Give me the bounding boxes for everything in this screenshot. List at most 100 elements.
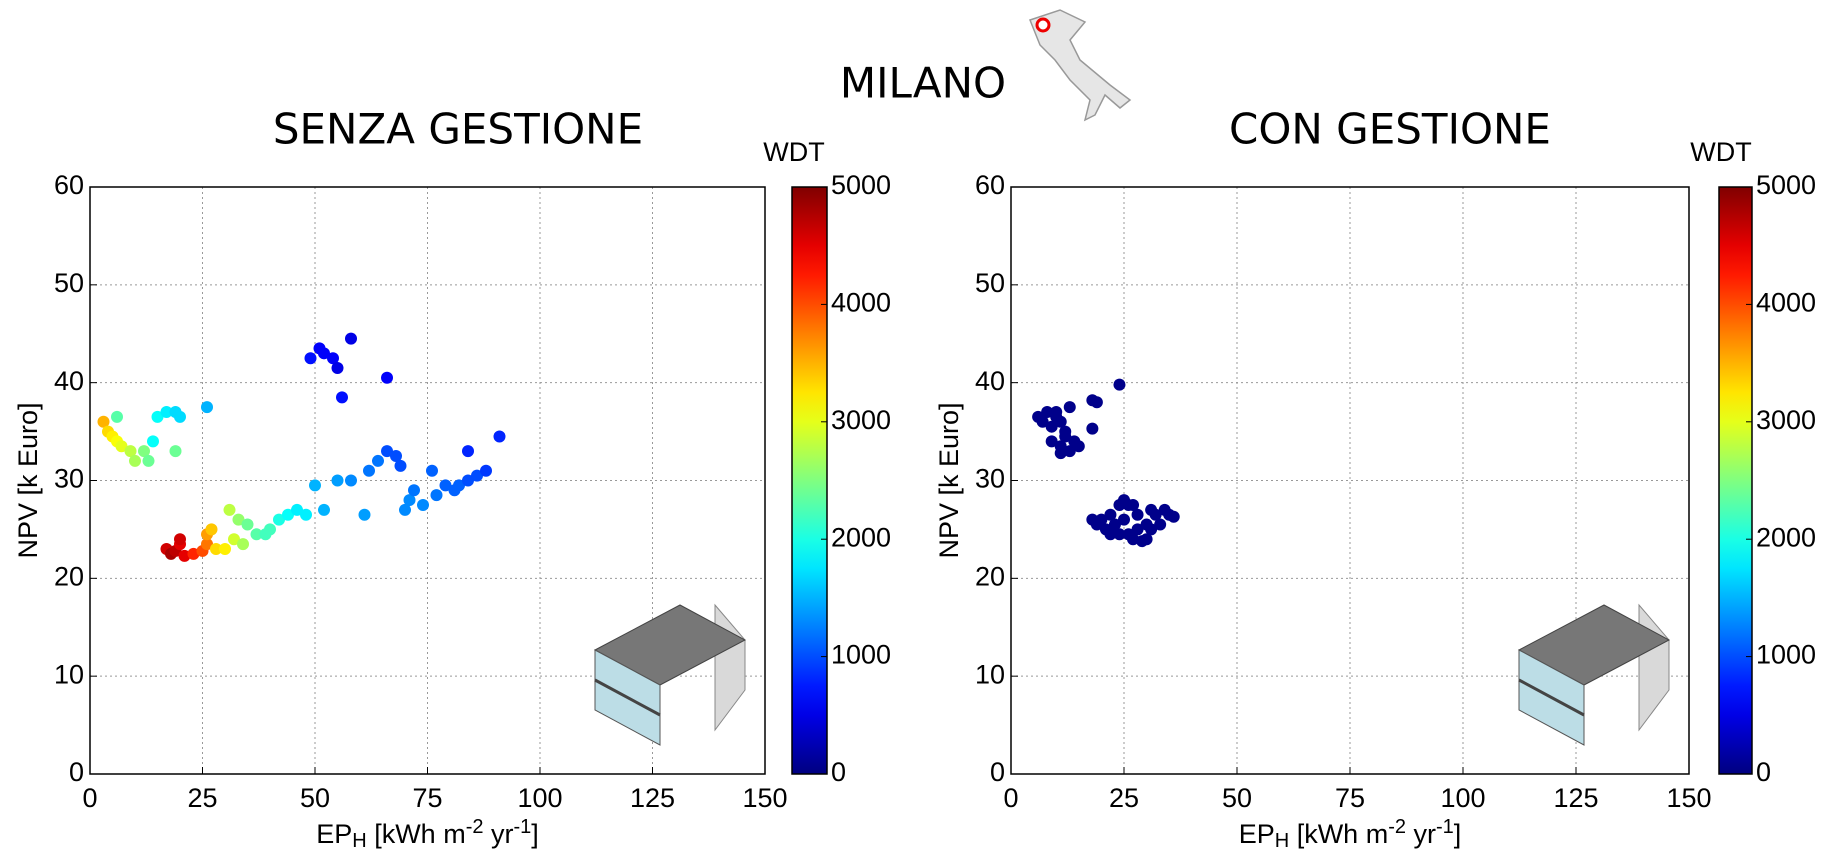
building-side: [1639, 605, 1669, 730]
chart-title: CON GESTIONE: [1229, 105, 1551, 154]
colorbar-tick-label: 0: [1756, 757, 1771, 787]
x-axis-label-part: EP: [316, 819, 352, 849]
point: [431, 489, 443, 501]
x-tick-label: 25: [1109, 783, 1139, 813]
point: [332, 362, 344, 374]
colorbar-tick-label: 1000: [1756, 640, 1816, 670]
point: [318, 504, 330, 516]
point: [336, 391, 348, 403]
point: [1050, 406, 1062, 418]
point: [174, 533, 186, 545]
point: [395, 460, 407, 472]
point: [242, 519, 254, 531]
point: [309, 479, 321, 491]
x-tick-label: 125: [1553, 783, 1598, 813]
x-tick-label: 25: [187, 783, 217, 813]
y-tick-label: 50: [54, 268, 84, 298]
colorbar-tick-label: 2000: [1756, 522, 1816, 552]
point: [1064, 401, 1076, 413]
point: [305, 352, 317, 364]
x-tick-label: 50: [300, 783, 330, 813]
x-axis-label-part: H: [1275, 830, 1289, 852]
point: [1086, 423, 1098, 435]
point: [170, 445, 182, 457]
city-label: MILANO: [840, 59, 1006, 108]
point: [1118, 514, 1130, 526]
chart-title: SENZA GESTIONE: [273, 105, 643, 154]
point: [143, 455, 155, 467]
colorbar-tick-label: 5000: [1756, 170, 1816, 200]
point: [462, 445, 474, 457]
colorbar-tick-label: 3000: [1756, 405, 1816, 435]
x-axis-label-part: -1: [1436, 816, 1454, 838]
point: [363, 465, 375, 477]
point: [408, 484, 420, 496]
colorbar-tick-label: 0: [831, 757, 846, 787]
point: [1073, 440, 1085, 452]
y-tick-label: 20: [54, 561, 84, 591]
colorbar-tick-label: 4000: [831, 288, 891, 318]
colorbar-tick-label: 5000: [831, 170, 891, 200]
point: [1145, 523, 1157, 535]
point: [1104, 528, 1116, 540]
x-axis-label-part: EP: [1239, 819, 1275, 849]
y-axis-label: NPV [k Euro]: [13, 402, 43, 558]
point: [1168, 511, 1180, 523]
point: [345, 475, 357, 487]
x-axis-label: EPH [kWh m-2 yr-1]: [316, 816, 539, 852]
x-axis-label-part: -2: [1388, 816, 1406, 838]
point: [381, 372, 393, 384]
point: [129, 455, 141, 467]
x-axis-label-part: -2: [466, 816, 484, 838]
figure: MILANO SENZA GESTIONE0255075100125150010…: [0, 0, 1831, 865]
colorbar: [1719, 187, 1752, 774]
x-tick-label: 50: [1222, 783, 1252, 813]
point: [1055, 447, 1067, 459]
y-tick-label: 10: [975, 659, 1005, 689]
colorbar-tick-label: 4000: [1756, 288, 1816, 318]
colorbar-label: WDT: [1690, 137, 1751, 167]
y-tick-label: 50: [975, 268, 1005, 298]
x-tick-label: 100: [517, 783, 562, 813]
y-axis-label: NPV [k Euro]: [934, 402, 964, 558]
x-axis-label-part: yr: [1406, 819, 1436, 849]
italy-map-icon: [1030, 10, 1130, 120]
point: [300, 509, 312, 521]
y-tick-label: 20: [975, 561, 1005, 591]
y-tick-label: 40: [975, 366, 1005, 396]
point: [219, 543, 231, 555]
y-tick-label: 60: [54, 170, 84, 200]
y-tick-label: 0: [990, 757, 1005, 787]
x-tick-label: 150: [742, 783, 787, 813]
x-axis-label-part: [kWh m: [367, 819, 466, 849]
colorbar-tick-label: 3000: [831, 405, 891, 435]
point: [111, 411, 123, 423]
point: [201, 401, 213, 413]
point: [264, 523, 276, 535]
y-tick-label: 10: [54, 659, 84, 689]
x-tick-label: 75: [412, 783, 442, 813]
x-axis-label-part: ]: [531, 819, 539, 849]
point: [359, 509, 371, 521]
point: [480, 465, 492, 477]
x-tick-label: 125: [630, 783, 675, 813]
x-tick-label: 0: [1003, 783, 1018, 813]
x-axis-label-part: H: [352, 830, 366, 852]
point: [1132, 523, 1144, 535]
x-tick-label: 0: [82, 783, 97, 813]
point: [332, 475, 344, 487]
point: [224, 504, 236, 516]
point: [237, 538, 249, 550]
y-tick-label: 40: [54, 366, 84, 396]
point: [174, 411, 186, 423]
x-axis-label-part: [kWh m: [1289, 819, 1388, 849]
point: [147, 435, 159, 447]
x-tick-label: 100: [1440, 783, 1485, 813]
building-icon: [595, 605, 745, 745]
point: [426, 465, 438, 477]
x-axis-label-part: -1: [513, 816, 531, 838]
colorbar-label: WDT: [763, 137, 824, 167]
colorbar: [792, 187, 827, 774]
point: [206, 523, 218, 535]
x-axis-label: EPH [kWh m-2 yr-1]: [1239, 816, 1462, 852]
